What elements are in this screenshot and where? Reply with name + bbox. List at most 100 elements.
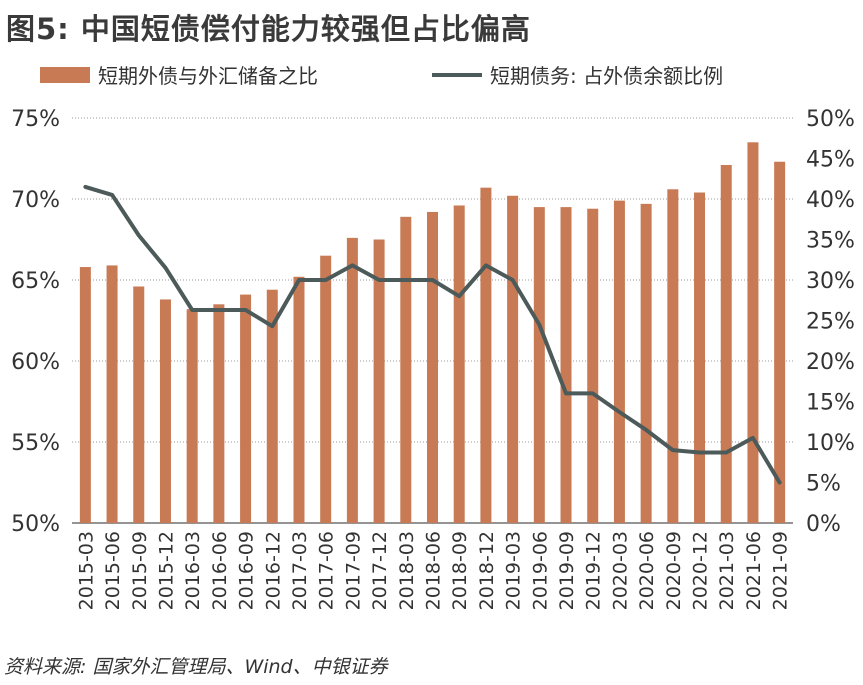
bar xyxy=(186,309,198,523)
line-point xyxy=(697,450,702,455)
line-point xyxy=(644,428,648,432)
line-point xyxy=(163,266,168,270)
line-point xyxy=(564,391,568,395)
bar xyxy=(159,299,171,523)
line-point xyxy=(350,263,354,268)
legend-label-line: 短期债务: 占外债余额比例 xyxy=(490,64,724,88)
x-axis-tick-label: 2017-03 xyxy=(289,531,311,610)
line-point xyxy=(537,322,541,327)
right-axis-tick-label: 50% xyxy=(806,107,855,132)
line-point xyxy=(591,391,595,395)
line-point xyxy=(190,308,194,312)
x-axis-tick-label: 2018-03 xyxy=(396,531,418,610)
bar xyxy=(133,286,145,523)
line-point xyxy=(297,278,301,282)
bar xyxy=(79,267,91,523)
x-axis-tick-label: 2015-09 xyxy=(129,531,151,610)
x-axis-tick-label: 2015-12 xyxy=(155,531,177,610)
right-axis-tick-label: 30% xyxy=(806,269,855,294)
chart-plot: 50% 55% 60% 65% 70% 75% 0% 5% 10% 15% 20% 25% 30% 35%… xyxy=(11,107,855,610)
left-axis-tick-label: 65% xyxy=(11,269,60,294)
bar xyxy=(587,208,599,523)
x-axis-tick-label: 2019-03 xyxy=(503,531,525,610)
legend-item-bar: 短期外债与外汇储备之比 xyxy=(40,60,318,89)
legend: 短期外债与外汇储备之比 短期债务: 占外债余额比例 xyxy=(40,60,840,89)
line-point xyxy=(751,436,755,440)
right-axis-tick-label: 25% xyxy=(806,310,855,335)
bar xyxy=(373,239,385,523)
bar xyxy=(106,265,118,523)
x-axis-tick-label: 2015-03 xyxy=(75,531,97,610)
bar xyxy=(533,207,545,523)
x-axis-tick-label: 2020-06 xyxy=(636,531,658,610)
line-point xyxy=(324,278,328,282)
x-axis-tick-label: 2018-06 xyxy=(423,531,445,610)
left-axis-tick-label: 55% xyxy=(11,431,60,456)
left-axis-tick-label: 70% xyxy=(11,188,60,213)
line-point xyxy=(270,324,274,328)
bar xyxy=(293,276,305,523)
left-axis-tick-label: 60% xyxy=(11,350,60,375)
line-point xyxy=(217,308,221,312)
bar xyxy=(774,161,786,523)
left-axis-tick-label: 75% xyxy=(11,107,60,132)
line-point xyxy=(484,263,488,268)
bar xyxy=(266,289,278,523)
bar xyxy=(480,187,492,523)
bar xyxy=(427,211,438,523)
line-point xyxy=(457,294,461,298)
line-point xyxy=(137,233,141,238)
x-axis-tick-label: 2019-12 xyxy=(583,531,605,610)
bar xyxy=(453,205,465,523)
bar xyxy=(213,304,225,523)
x-axis-tick-label: 2016-03 xyxy=(182,531,204,610)
bar xyxy=(613,200,625,523)
x-axis-tick-label: 2016-12 xyxy=(262,531,284,610)
x-axis-tick-label: 2018-09 xyxy=(449,531,471,610)
right-axis-tick-label: 35% xyxy=(806,229,855,254)
bar xyxy=(747,142,759,524)
x-axis-tick-label: 2017-06 xyxy=(316,531,338,610)
x-axis-tick-label: 2019-09 xyxy=(556,531,578,610)
bar xyxy=(320,255,332,523)
bar xyxy=(720,164,732,523)
right-axis-tick-label: 5% xyxy=(806,472,841,497)
line-point xyxy=(110,193,114,197)
bar xyxy=(560,207,572,523)
right-axis-tick-label: 10% xyxy=(806,431,855,456)
legend-item-line: 短期债务: 占外债余额比例 xyxy=(432,60,723,89)
x-axis-tick-label: 2016-06 xyxy=(209,531,231,610)
right-axis-tick-label: 20% xyxy=(806,350,855,375)
legend-label-bar: 短期外债与外汇储备之比 xyxy=(98,64,318,88)
bar xyxy=(400,216,412,523)
x-axis-tick-label: 2017-12 xyxy=(369,531,391,610)
x-axis-tick-label: 2021-03 xyxy=(716,531,738,610)
x-axis-tick-label: 2021-06 xyxy=(743,531,765,610)
line-point xyxy=(724,450,728,455)
line-point xyxy=(243,308,248,312)
x-axis-tick-label: 2016-09 xyxy=(236,531,258,610)
x-axis-tick-label: 2019-06 xyxy=(529,531,551,610)
x-axis-tick-label: 2020-03 xyxy=(609,531,631,610)
left-axis-tick-label: 50% xyxy=(11,512,60,537)
bar xyxy=(667,189,679,523)
x-axis-tick-label: 2017-09 xyxy=(342,531,364,610)
legend-swatch-bar xyxy=(40,66,90,83)
x-axis-tick-label: 2015-06 xyxy=(102,531,124,610)
right-axis-tick-label: 45% xyxy=(806,148,855,173)
bar xyxy=(346,237,358,523)
right-axis-tick-label: 15% xyxy=(806,391,855,416)
x-axis-tick-label: 2020-09 xyxy=(663,531,685,610)
line-point xyxy=(404,278,408,282)
x-axis-tick-label: 2018-12 xyxy=(476,531,498,610)
bar xyxy=(507,195,519,523)
line-point xyxy=(511,278,515,282)
chart-title: 图5: 中国短债偿付能力较强但占比偏高 xyxy=(6,12,531,46)
bar xyxy=(694,192,706,523)
line-point xyxy=(377,278,381,282)
right-axis-tick-label: 0% xyxy=(806,512,841,537)
line-point xyxy=(617,410,622,414)
line-point xyxy=(671,448,675,452)
line-point xyxy=(778,480,782,485)
x-axis-tick-label: 2021-09 xyxy=(770,531,792,610)
